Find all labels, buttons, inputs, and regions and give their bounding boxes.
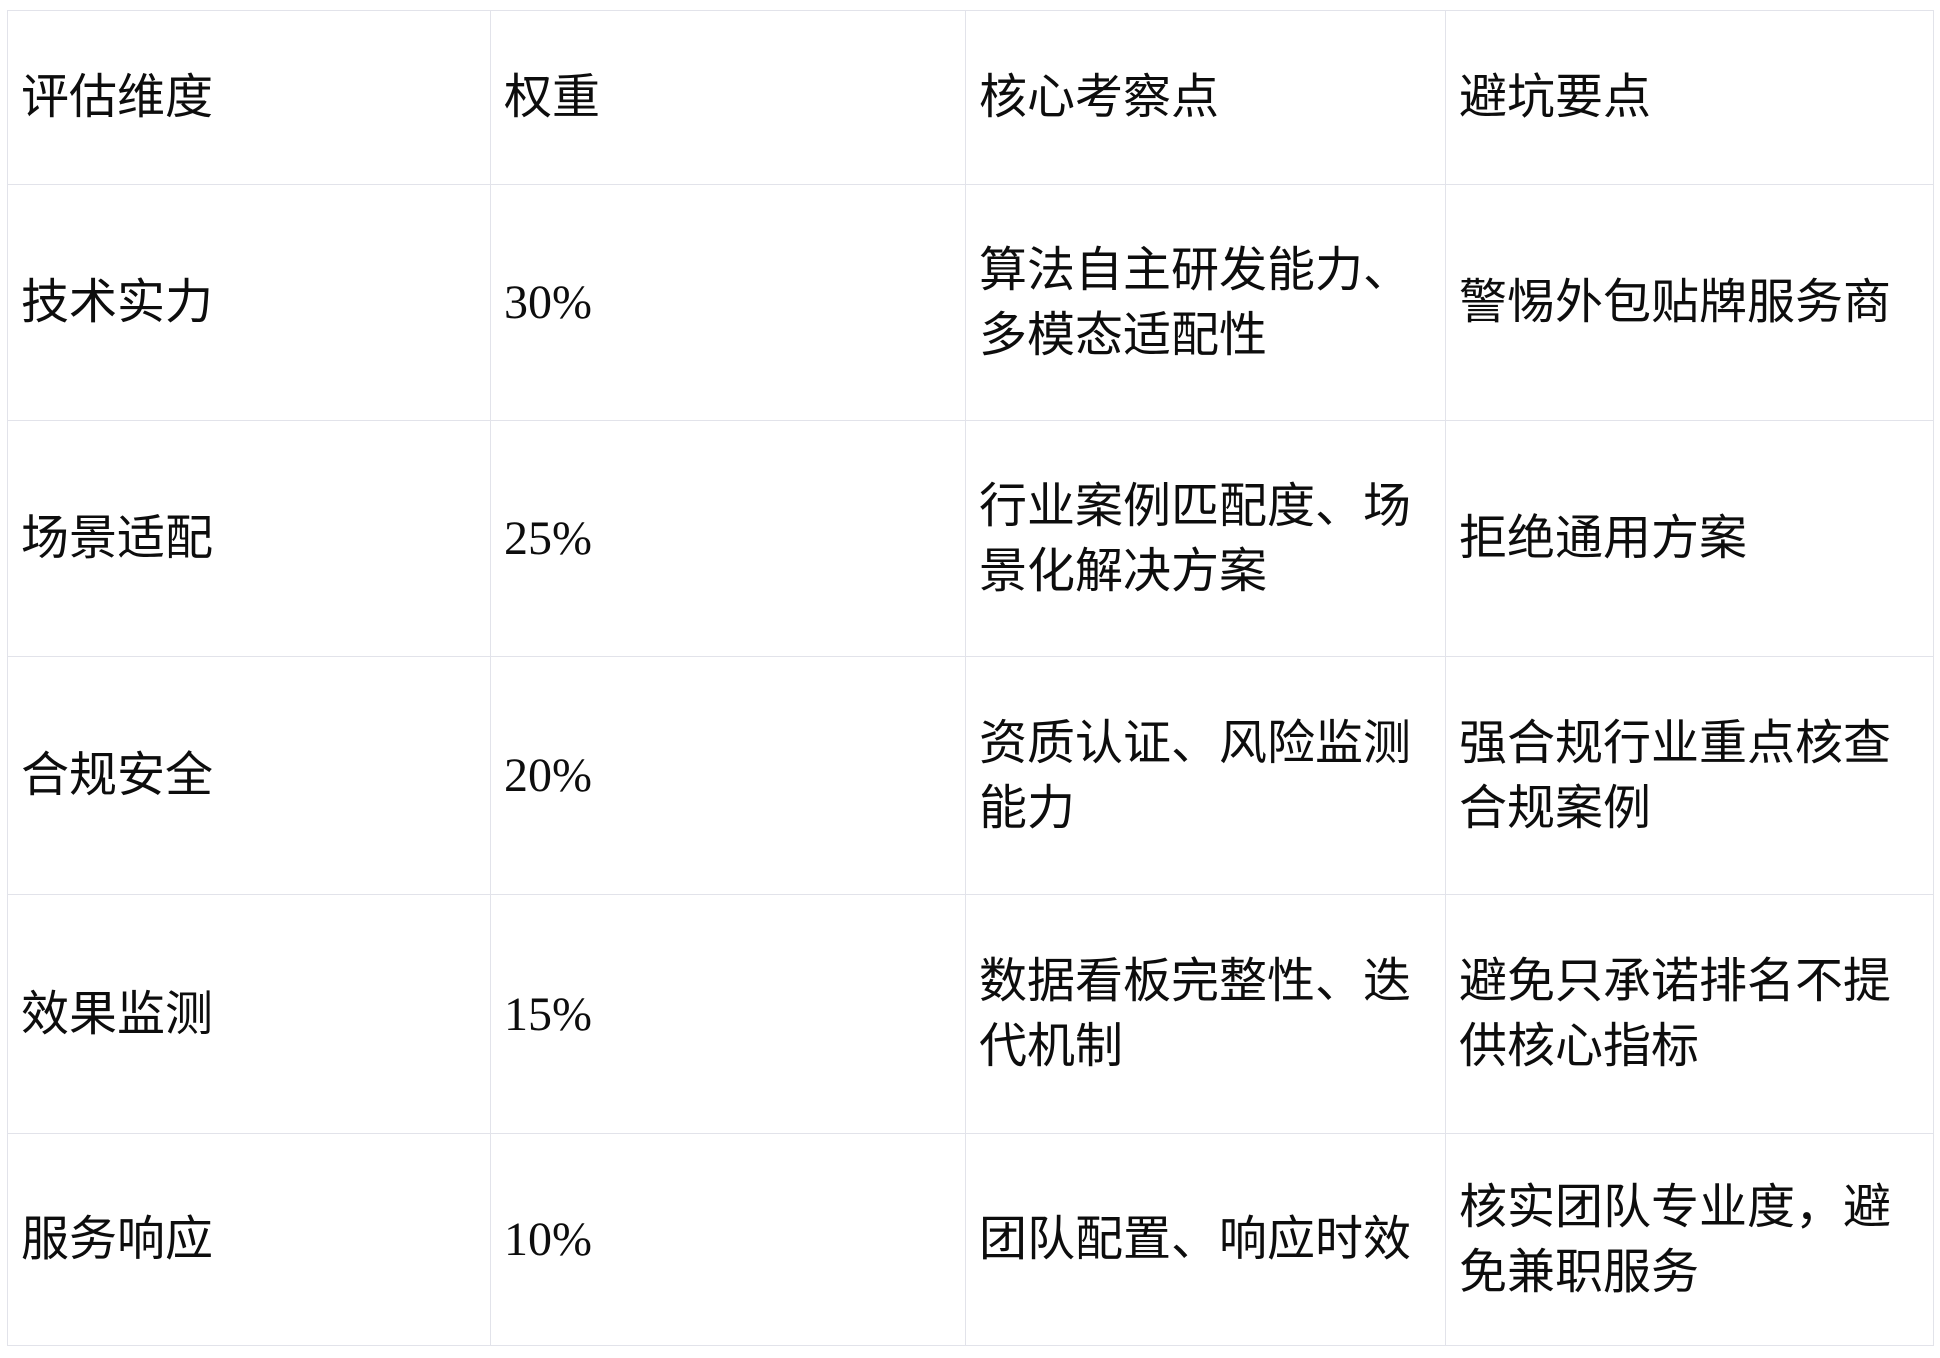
column-header-core-points: 核心考察点 (965, 10, 1446, 185)
cell-pitfalls: 避免只承诺排名不提 供核心指标 (1445, 894, 1934, 1134)
cell-pitfalls: 强合规行业重点核查 合规案例 (1445, 656, 1934, 895)
cell-pitfalls: 警惕外包贴牌服务商 (1445, 184, 1934, 421)
cell-core-points: 团队配置、响应时效 (965, 1133, 1446, 1346)
cell-dimension: 技术实力 (7, 184, 491, 421)
cell-core-points: 数据看板完整性、迭 代机制 (965, 894, 1446, 1134)
table-row: 场景适配 25% 行业案例匹配度、场 景化解决方案 拒绝通用方案 (7, 420, 1934, 657)
cell-core-points: 算法自主研发能力、 多模态适配性 (965, 184, 1446, 421)
cell-weight: 30% (490, 184, 966, 421)
evaluation-table: 评估维度 权重 核心考察点 避坑要点 技术实力 30% 算法自主研发能力、 多模… (7, 10, 1934, 1346)
cell-weight: 10% (490, 1133, 966, 1346)
table-row: 技术实力 30% 算法自主研发能力、 多模态适配性 警惕外包贴牌服务商 (7, 184, 1934, 421)
column-header-pitfalls: 避坑要点 (1445, 10, 1934, 185)
cell-weight: 20% (490, 656, 966, 895)
cell-weight: 15% (490, 894, 966, 1134)
cell-dimension: 效果监测 (7, 894, 491, 1134)
cell-dimension: 服务响应 (7, 1133, 491, 1346)
table-header-row: 评估维度 权重 核心考察点 避坑要点 (7, 10, 1934, 185)
table-row: 合规安全 20% 资质认证、风险监测 能力 强合规行业重点核查 合规案例 (7, 656, 1934, 895)
cell-pitfalls: 拒绝通用方案 (1445, 420, 1934, 657)
column-header-weight: 权重 (490, 10, 966, 185)
cell-core-points: 资质认证、风险监测 能力 (965, 656, 1446, 895)
cell-dimension: 合规安全 (7, 656, 491, 895)
cell-dimension: 场景适配 (7, 420, 491, 657)
cell-weight: 25% (490, 420, 966, 657)
table-row: 效果监测 15% 数据看板完整性、迭 代机制 避免只承诺排名不提 供核心指标 (7, 894, 1934, 1134)
column-header-dimension: 评估维度 (7, 10, 491, 185)
cell-core-points: 行业案例匹配度、场 景化解决方案 (965, 420, 1446, 657)
table-row: 服务响应 10% 团队配置、响应时效 核实团队专业度，避 免兼职服务 (7, 1133, 1934, 1346)
cell-pitfalls: 核实团队专业度，避 免兼职服务 (1445, 1133, 1934, 1346)
